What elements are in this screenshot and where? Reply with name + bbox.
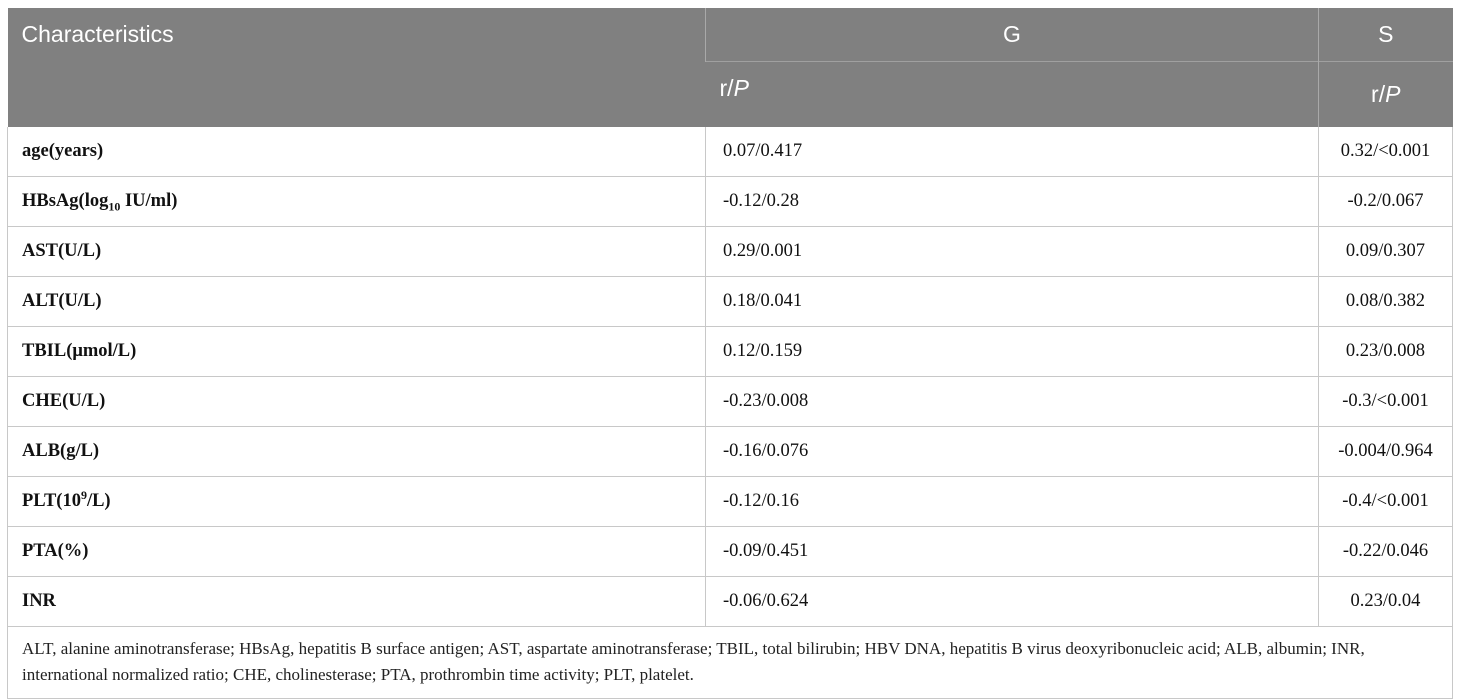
table-footer: ALT, alanine aminotransferase; HBsAg, he… — [7, 626, 1453, 699]
cell-g: -0.09/0.451 — [705, 526, 1319, 577]
cell-s: 0.23/0.04 — [1318, 576, 1453, 627]
row-label: ALT(U/L) — [7, 276, 706, 327]
table-body: age(years) 0.07/0.417 0.32/<0.001 HBsAg(… — [7, 127, 1453, 627]
cell-s: 0.32/<0.001 — [1318, 127, 1453, 177]
footnote: ALT, alanine aminotransferase; HBsAg, he… — [7, 626, 1453, 699]
cell-g: -0.23/0.008 — [705, 376, 1319, 427]
table-header: Characteristics G S r/P r/P — [7, 8, 1453, 127]
cell-s: 0.09/0.307 — [1318, 226, 1453, 277]
cell-g: 0.29/0.001 — [705, 226, 1319, 277]
cell-s: 0.08/0.382 — [1318, 276, 1453, 327]
cell-g: -0.12/0.16 — [705, 476, 1319, 527]
table-row: INR -0.06/0.624 0.23/0.04 — [7, 576, 1453, 627]
cell-s: 0.23/0.008 — [1318, 326, 1453, 377]
cell-g: -0.12/0.28 — [705, 176, 1319, 227]
row-label: ALB(g/L) — [7, 426, 706, 477]
cell-g: 0.07/0.417 — [705, 127, 1319, 177]
row-label: CHE(U/L) — [7, 376, 706, 427]
row-label: TBIL(μmol/L) — [7, 326, 706, 377]
table-row: PLT(109/L) -0.12/0.16 -0.4/<0.001 — [7, 476, 1453, 527]
table-row: HBsAg(log10 IU/ml) -0.12/0.28 -0.2/0.067 — [7, 176, 1453, 227]
row-label: PLT(109/L) — [7, 476, 706, 527]
cell-s: -0.2/0.067 — [1318, 176, 1453, 227]
correlation-table-container: Characteristics G S r/P r/P age(years) 0… — [7, 8, 1453, 699]
subheader-s: r/P — [1318, 61, 1453, 127]
correlation-table: Characteristics G S r/P r/P age(years) 0… — [7, 8, 1453, 699]
table-row: AST(U/L) 0.29/0.001 0.09/0.307 — [7, 226, 1453, 277]
table-row: CHE(U/L) -0.23/0.008 -0.3/<0.001 — [7, 376, 1453, 427]
table-row: ALB(g/L) -0.16/0.076 -0.004/0.964 — [7, 426, 1453, 477]
cell-s: -0.3/<0.001 — [1318, 376, 1453, 427]
row-label: INR — [7, 576, 706, 627]
header-characteristics: Characteristics — [7, 8, 706, 127]
cell-g: -0.16/0.076 — [705, 426, 1319, 477]
row-label: AST(U/L) — [7, 226, 706, 277]
row-label: age(years) — [7, 127, 706, 177]
cell-g: -0.06/0.624 — [705, 576, 1319, 627]
header-g: G — [705, 8, 1319, 62]
subheader-g: r/P — [705, 61, 1319, 127]
table-row: ALT(U/L) 0.18/0.041 0.08/0.382 — [7, 276, 1453, 327]
table-row: PTA(%) -0.09/0.451 -0.22/0.046 — [7, 526, 1453, 577]
cell-g: 0.12/0.159 — [705, 326, 1319, 377]
cell-g: 0.18/0.041 — [705, 276, 1319, 327]
header-s: S — [1318, 8, 1453, 62]
table-row: TBIL(μmol/L) 0.12/0.159 0.23/0.008 — [7, 326, 1453, 377]
row-label: PTA(%) — [7, 526, 706, 577]
table-row: age(years) 0.07/0.417 0.32/<0.001 — [7, 127, 1453, 177]
cell-s: -0.4/<0.001 — [1318, 476, 1453, 527]
cell-s: -0.004/0.964 — [1318, 426, 1453, 477]
cell-s: -0.22/0.046 — [1318, 526, 1453, 577]
row-label: HBsAg(log10 IU/ml) — [7, 176, 706, 227]
